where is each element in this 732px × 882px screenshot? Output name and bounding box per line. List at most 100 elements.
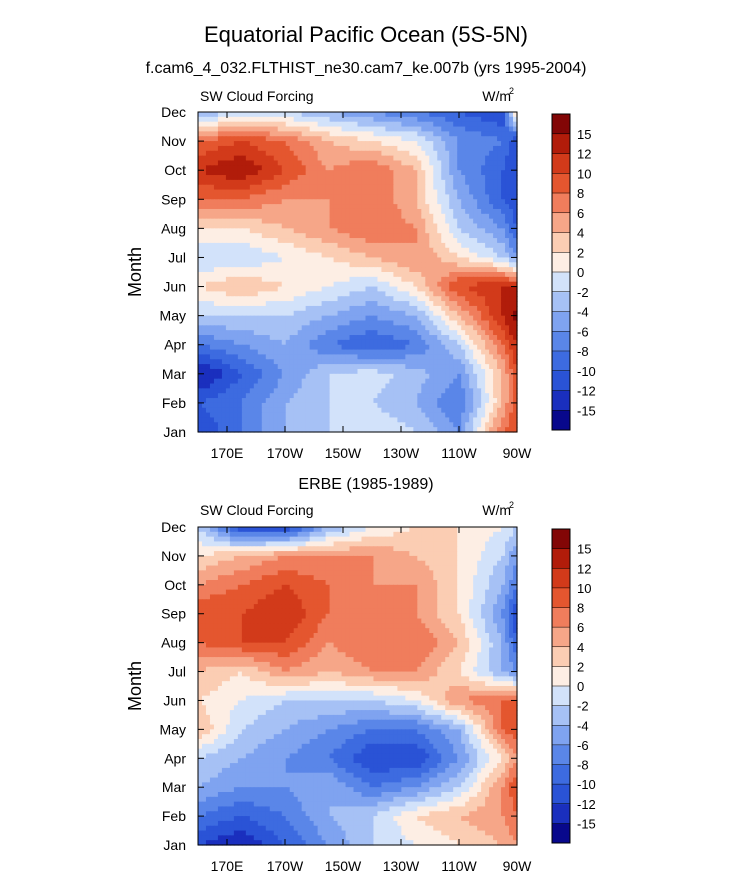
heatmap-cell [225, 112, 231, 118]
heatmap-cell [305, 320, 311, 326]
heatmap-cell [285, 189, 291, 196]
heatmap-cell [321, 189, 327, 196]
heatmap-cell [397, 194, 402, 200]
heatmap-cell [501, 330, 506, 336]
heatmap-cell [269, 378, 275, 385]
heatmap-cell [205, 116, 211, 123]
heatmap-cell [253, 238, 259, 244]
heatmap-cell [485, 364, 490, 370]
heatmap-cell [405, 272, 410, 278]
heatmap-cell [249, 339, 255, 346]
heatmap-cell [357, 141, 363, 147]
heatmap-cell [489, 179, 494, 186]
heatmap-cell [493, 305, 498, 312]
heatmap-cell [513, 305, 518, 312]
heatmap-cell [505, 199, 510, 205]
heatmap-cell [265, 339, 271, 346]
heatmap-cell [369, 223, 375, 229]
heatmap-cell [293, 364, 299, 370]
heatmap-cell [353, 267, 359, 273]
heatmap-cell [373, 335, 379, 341]
heatmap-cell [497, 136, 502, 142]
heatmap-cell [225, 325, 231, 331]
heatmap-cell [489, 310, 494, 317]
heatmap-cell [325, 233, 331, 239]
heatmap-cell [353, 228, 359, 234]
heatmap-cell [265, 262, 271, 268]
heatmap-cell [381, 276, 387, 283]
heatmap-cell [241, 165, 247, 171]
heatmap-cell [413, 238, 418, 244]
heatmap-cell [449, 281, 454, 288]
heatmap-cell [209, 291, 215, 297]
heatmap-cell [269, 330, 275, 336]
heatmap-cell [509, 223, 514, 229]
heatmap-cell [245, 359, 251, 365]
heatmap-cell [337, 305, 343, 312]
heatmap-cell [369, 305, 375, 312]
heatmap-cell [213, 233, 219, 239]
heatmap-cell [353, 373, 359, 380]
heatmap-cell [317, 310, 323, 317]
heatmap-cell [257, 305, 263, 312]
heatmap-cell [289, 296, 295, 302]
heatmap-cell [445, 228, 450, 234]
heatmap-cell [433, 301, 438, 307]
heatmap-cell [365, 199, 371, 205]
heatmap-cell [301, 150, 307, 157]
heatmap-cell [385, 238, 390, 244]
heatmap-cell [369, 204, 375, 210]
heatmap-cell [445, 223, 450, 229]
heatmap-cell [221, 335, 227, 341]
heatmap-cell [345, 116, 351, 123]
heatmap-cell [277, 325, 283, 331]
heatmap-cell [198, 286, 203, 292]
heatmap-cell [413, 359, 418, 365]
heatmap-cell [473, 354, 478, 360]
heatmap-cell [209, 184, 215, 191]
heatmap-cell [237, 121, 243, 128]
heatmap-cell [473, 228, 478, 234]
heatmap-cell [485, 291, 490, 297]
heatmap-cell [221, 238, 227, 244]
heatmap-cell [401, 218, 406, 225]
heatmap-cell [465, 189, 470, 196]
heatmap-cell [465, 126, 470, 132]
heatmap-cell [449, 165, 454, 171]
heatmap-cell [245, 170, 251, 176]
heatmap-cell [457, 286, 462, 292]
heatmap-cell [401, 398, 406, 404]
heatmap-cell [217, 145, 223, 152]
heatmap-cell [349, 368, 355, 375]
heatmap-cell [389, 339, 394, 346]
heatmap-cell [501, 373, 506, 380]
heatmap-cell [217, 291, 223, 297]
heatmap-cell [481, 344, 486, 351]
heatmap-cell [393, 116, 398, 123]
heatmap-cell [469, 368, 474, 375]
heatmap-cell [361, 354, 367, 360]
heatmap-cell [233, 267, 239, 273]
heatmap-cell [429, 170, 434, 176]
heatmap-cell [241, 296, 247, 302]
heatmap-cell [325, 121, 331, 128]
heatmap-cell [321, 179, 327, 186]
heatmap-cell [325, 208, 331, 215]
heatmap-cell [233, 364, 239, 370]
heatmap-cell [381, 320, 387, 326]
heatmap-cell [205, 301, 211, 307]
heatmap-cell [325, 286, 331, 292]
heatmap-cell [333, 228, 339, 234]
heatmap-cell [229, 349, 235, 356]
heatmap-cell [237, 320, 243, 326]
heatmap-cell [425, 170, 430, 176]
heatmap-cell [269, 199, 275, 205]
heatmap-cell [317, 141, 323, 147]
heatmap-cell [217, 228, 223, 234]
heatmap-cell [389, 267, 394, 273]
heatmap-cell [225, 155, 231, 162]
heatmap-cell [225, 194, 231, 200]
heatmap-cell [461, 184, 466, 191]
heatmap-cell [505, 378, 510, 385]
heatmap-cell [513, 126, 518, 132]
